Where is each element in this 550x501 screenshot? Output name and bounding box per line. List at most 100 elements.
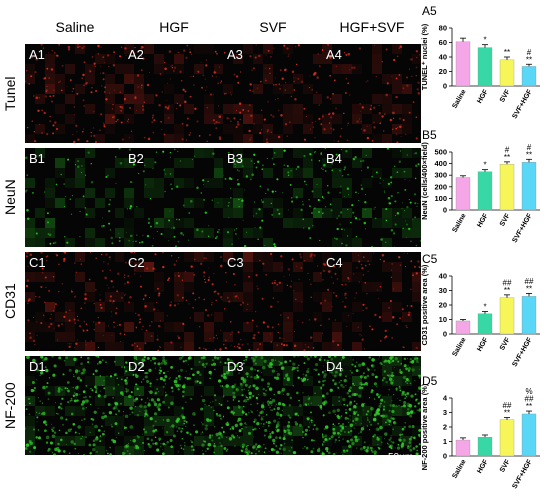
texture-dot: [205, 90, 206, 91]
texture-dot: [211, 440, 213, 442]
texture-block: [124, 218, 134, 228]
texture-dot: [201, 62, 202, 63]
texture-block: [65, 406, 75, 416]
texture-dot: [361, 129, 362, 130]
y-tick-label: 30: [439, 286, 447, 295]
texture-dot: [301, 379, 304, 382]
texture-block: [115, 158, 124, 168]
texture-dot: [288, 55, 289, 56]
texture-dot: [126, 389, 129, 392]
texture-dot: [271, 431, 274, 434]
texture-dot: [107, 376, 108, 377]
texture-dot: [58, 291, 59, 292]
texture-dot: [74, 392, 75, 393]
texture-dot: [98, 394, 101, 397]
texture-dot: [239, 437, 240, 438]
texture-dot: [201, 231, 203, 233]
texture-dot: [356, 292, 358, 294]
texture-block: [352, 64, 362, 74]
texture-dot: [165, 444, 167, 446]
texture-dot: [38, 429, 39, 430]
texture-dot: [358, 327, 359, 328]
texture-dot: [296, 64, 297, 65]
texture-dot: [367, 369, 369, 371]
texture-block: [322, 292, 332, 302]
texture-dot: [79, 433, 80, 434]
texture-block: [105, 54, 115, 64]
texture-block: [263, 134, 273, 143]
texture-dot: [380, 399, 383, 402]
texture-dot: [357, 414, 359, 416]
texture-dot: [185, 360, 187, 362]
texture-block: [194, 228, 204, 238]
texture-dot: [178, 384, 181, 387]
texture-dot: [149, 400, 150, 401]
texture-dot: [149, 385, 151, 387]
texture-dot: [213, 363, 216, 366]
texture-dot: [305, 344, 306, 345]
texture-block: [273, 84, 283, 94]
texture-dot: [300, 209, 302, 211]
texture-dot: [358, 394, 361, 397]
texture-dot: [168, 241, 169, 242]
texture-dot: [84, 303, 85, 304]
texture-dot: [343, 404, 345, 406]
texture-dot: [177, 103, 178, 104]
texture-dot: [103, 387, 105, 389]
texture-dot: [246, 372, 249, 375]
texture-dot: [353, 273, 354, 274]
texture-block: [144, 158, 154, 168]
texture-dot: [399, 434, 401, 436]
texture-block: [293, 148, 303, 158]
texture-dot: [70, 79, 72, 81]
texture-dot: [182, 123, 184, 125]
texture-dot: [183, 384, 186, 387]
texture-dot: [313, 126, 315, 128]
texture-dot: [234, 445, 236, 447]
texture-dot: [367, 375, 370, 378]
texture-dot: [257, 410, 258, 411]
texture-dot: [68, 343, 69, 344]
texture-dot: [190, 96, 192, 98]
texture-dot: [179, 70, 182, 73]
texture-dot: [125, 370, 127, 372]
texture-dot: [211, 434, 213, 436]
texture-dot: [406, 77, 408, 79]
texture-dot: [80, 363, 83, 366]
texture-dot: [44, 192, 45, 193]
texture-dot: [344, 229, 345, 230]
texture-dot: [383, 180, 384, 181]
texture-dot: [144, 101, 145, 102]
texture-dot: [271, 214, 273, 216]
texture-dot: [55, 303, 57, 305]
texture-dot: [364, 222, 367, 225]
texture-dot: [40, 286, 42, 288]
texture-dot: [272, 282, 274, 284]
texture-dot: [224, 52, 226, 54]
texture-dot: [184, 442, 185, 443]
texture-dot: [304, 356, 305, 357]
texture-dot: [112, 397, 114, 399]
texture-dot: [337, 387, 339, 389]
texture-dot: [269, 433, 271, 435]
texture-block: [342, 178, 352, 188]
texture-dot: [325, 447, 328, 450]
texture-dot: [63, 350, 65, 351]
texture-block: [313, 332, 322, 342]
texture-dot: [245, 359, 247, 361]
texture-dot: [395, 357, 398, 360]
texture-dot: [229, 437, 232, 440]
texture-dot: [171, 188, 173, 190]
texture-dot: [94, 303, 96, 305]
texture-dot: [87, 361, 89, 363]
texture-dot: [119, 106, 121, 108]
texture-dot: [170, 445, 173, 448]
texture-dot: [353, 393, 356, 396]
texture-dot: [170, 157, 171, 158]
texture-dot: [249, 55, 251, 57]
texture-dot: [114, 402, 117, 405]
texture-dot: [298, 279, 299, 280]
texture-dot: [363, 129, 366, 132]
texture-dot: [90, 452, 93, 455]
significance-mark: **: [504, 48, 510, 57]
